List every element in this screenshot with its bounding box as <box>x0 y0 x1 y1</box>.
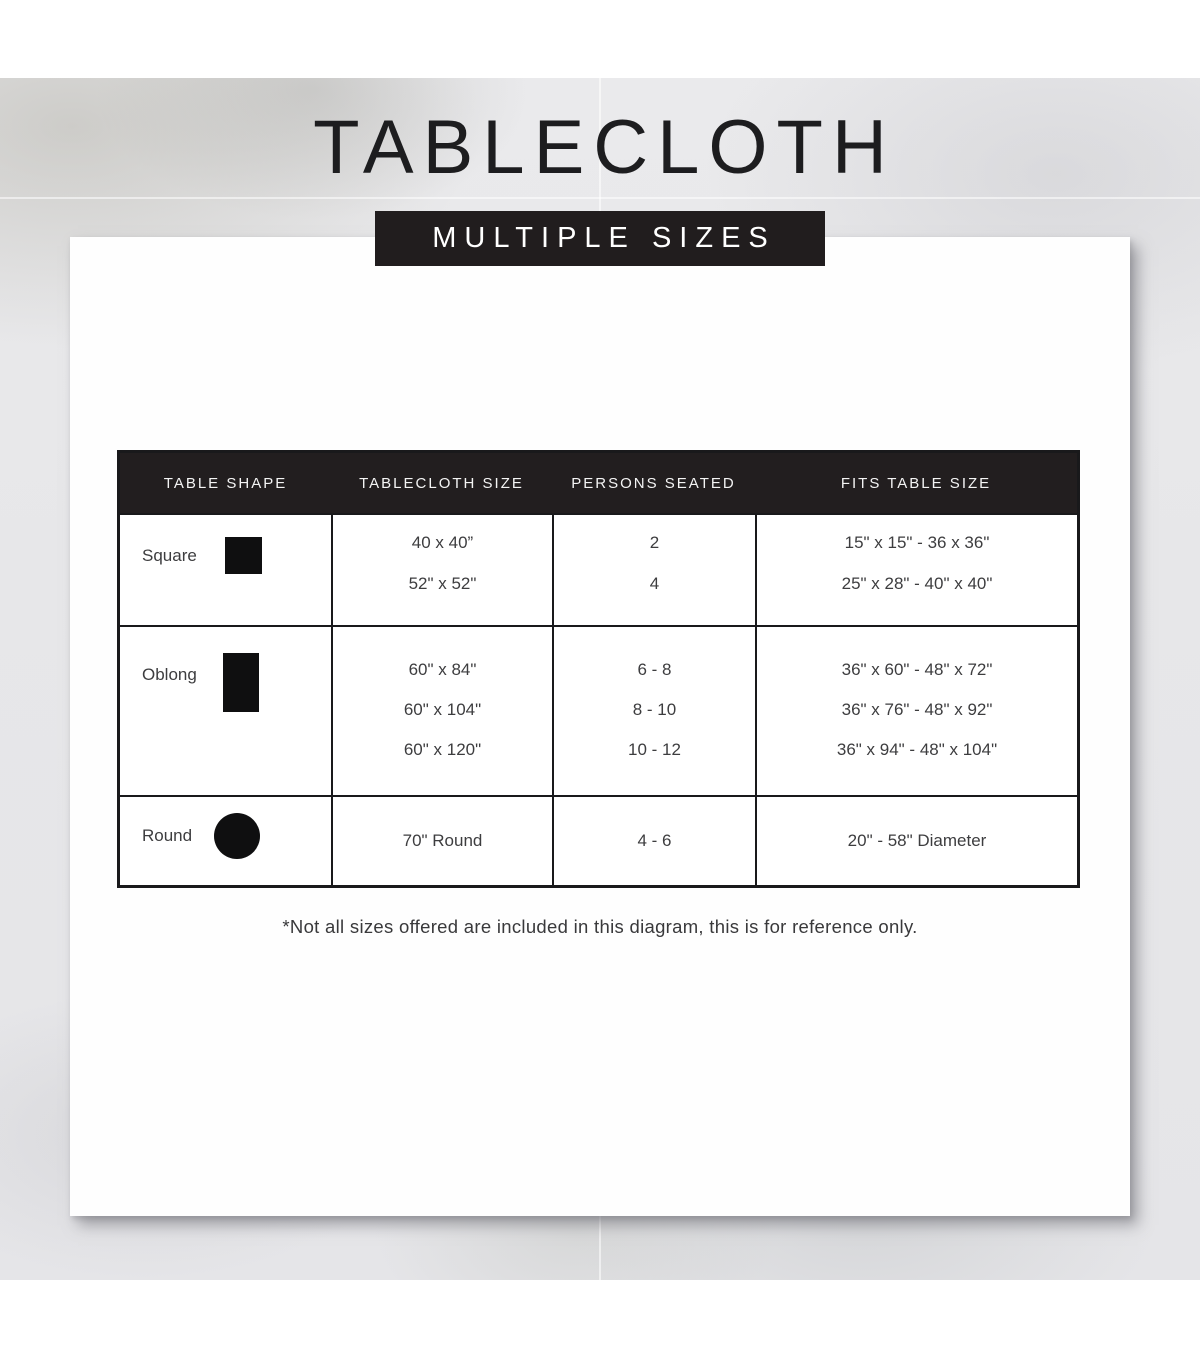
tablecloth-size-cell: 70" Round <box>331 797 552 885</box>
shape-cell-round: Round <box>120 797 331 885</box>
column-header-persons-seated: PERSONS SEATED <box>571 474 736 492</box>
column-header-fits-table-size: FITS TABLE SIZE <box>840 474 992 492</box>
shape-label-round: Round <box>142 826 193 845</box>
square-icon <box>224 537 262 574</box>
table-row-square: Square 40 x 40” 52" x 52" 2 4 15" x 15" … <box>120 513 1077 625</box>
shape-cell-oblong: Oblong <box>120 627 331 795</box>
persons-seated-value: 8 - 10 <box>632 700 677 719</box>
table-row-round: Round 70" Round 4 - 6 20" - 58" Diameter <box>120 795 1077 885</box>
content-card: TABLE SHAPE TABLECLOTH SIZE PERSONS SEAT… <box>70 237 1130 1216</box>
tablecloth-size-value: 70" Round <box>402 831 483 850</box>
tablecloth-size-value: 40 x 40” <box>411 533 474 552</box>
marble-horizontal-seam <box>0 197 1200 199</box>
tablecloth-size-value: 52" x 52" <box>408 574 477 593</box>
fits-table-size-cell: 20" - 58" Diameter <box>755 797 1077 885</box>
shape-cell-square: Square <box>120 515 331 625</box>
fits-table-size-value: 20" - 58" Diameter <box>847 831 987 850</box>
size-chart-table: TABLE SHAPE TABLECLOTH SIZE PERSONS SEAT… <box>117 450 1080 888</box>
tablecloth-size-value: 60" x 104" <box>403 700 482 719</box>
persons-seated-value: 6 - 8 <box>637 660 672 679</box>
persons-seated-cell: 4 - 6 <box>552 797 755 885</box>
bottom-white-band <box>0 1280 1200 1360</box>
circle-icon <box>214 813 261 859</box>
oblong-icon <box>222 653 259 712</box>
tablecloth-size-cell: 60" x 84" 60" x 104" 60" x 120" <box>331 627 552 795</box>
subtitle-banner: MULTIPLE SIZES <box>375 211 825 266</box>
fits-table-size-value: 36" x 76" - 48" x 92" <box>841 700 993 719</box>
fits-table-size-cell: 15" x 15" - 36 x 36" 25" x 28" - 40" x 4… <box>755 515 1077 625</box>
persons-seated-value: 4 - 6 <box>637 831 672 850</box>
shape-label-square: Square <box>142 546 197 565</box>
column-header-table-shape: TABLE SHAPE <box>163 474 288 492</box>
top-white-band <box>0 0 1200 78</box>
page-title: TABLECLOTH <box>313 105 896 190</box>
tablecloth-size-value: 60" x 120" <box>403 740 482 759</box>
fits-table-size-cell: 36" x 60" - 48" x 72" 36" x 76" - 48" x … <box>755 627 1077 795</box>
table-row-oblong: Oblong 60" x 84" 60" x 104" 60" x 120" 6… <box>120 625 1077 795</box>
fits-table-size-value: 25" x 28" - 40" x 40" <box>841 574 993 593</box>
persons-seated-value: 10 - 12 <box>628 740 681 759</box>
tablecloth-size-value: 60" x 84" <box>408 660 477 679</box>
column-header-tablecloth-size: TABLECLOTH SIZE <box>359 474 524 492</box>
persons-seated-cell: 2 4 <box>552 515 755 625</box>
persons-seated-value: 4 <box>649 574 660 593</box>
fits-table-size-value: 36" x 94" - 48" x 104" <box>836 740 998 759</box>
persons-seated-cell: 6 - 8 8 - 10 10 - 12 <box>552 627 755 795</box>
footnote: *Not all sizes offered are included in t… <box>282 916 918 937</box>
fits-table-size-value: 36" x 60" - 48" x 72" <box>841 660 993 679</box>
table-header-row: TABLE SHAPE TABLECLOTH SIZE PERSONS SEAT… <box>120 453 1077 513</box>
tablecloth-size-cell: 40 x 40” 52" x 52" <box>331 515 552 625</box>
fits-table-size-value: 15" x 15" - 36 x 36" <box>844 533 990 552</box>
shape-label-oblong: Oblong <box>142 665 197 684</box>
subtitle-banner-label: MULTIPLE SIZES <box>432 222 776 254</box>
persons-seated-value: 2 <box>649 533 660 552</box>
